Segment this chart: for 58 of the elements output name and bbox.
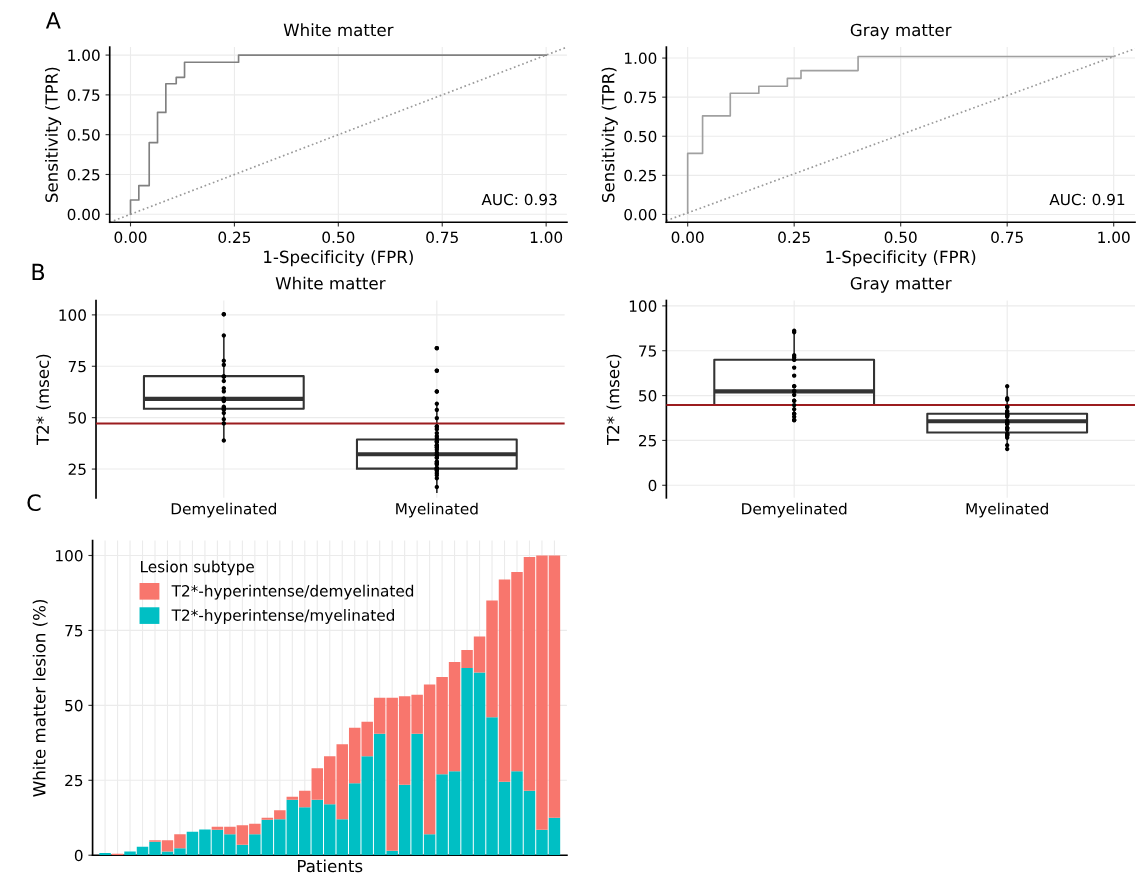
y-tick-label: 75 [68, 360, 86, 373]
y-axis-title: Sensitivity (TPR) [45, 67, 62, 203]
y-tick-label: 0.00 [67, 208, 100, 221]
y-tick-label: 0.75 [67, 89, 100, 101]
y-axis-title: Sensitivity (TPR) [601, 67, 618, 203]
y-tick-label: 0.25 [67, 168, 100, 181]
x-tick-label: 0.00 [671, 231, 704, 244]
annotation: AUC: 0.91 [1049, 193, 1125, 206]
chart-title: Gray matter [850, 23, 952, 40]
legend-title: Lesion subtype [141, 560, 254, 576]
x-tick-label: 0.25 [778, 231, 810, 244]
x-tick-label: 0.50 [884, 231, 917, 244]
x-tick-label: Myelinated [966, 502, 1048, 518]
chart-title: Gray matter [850, 277, 952, 293]
x-axis-title: 1-Specificity (FPR) [826, 250, 976, 267]
chart-title: White matter [275, 276, 386, 290]
x-axis-title: 1-Specificity (FPR) [264, 250, 413, 267]
x-tick-label: 0.50 [322, 231, 355, 244]
x-tick-label: 0.75 [991, 231, 1023, 244]
x-tick-label: 1.00 [530, 231, 563, 244]
x-tick-label: Demyelinated [742, 502, 847, 518]
y-tick-label: 1.00 [68, 49, 100, 62]
annotation: AUC: 0.93 [481, 193, 557, 206]
y-tick-label: 100 [629, 300, 657, 312]
y-tick-label: 1.00 [625, 52, 657, 65]
y-tick-label: 25 [68, 463, 86, 476]
y-tick-label: 25 [639, 434, 657, 447]
x-tick-label: 0.75 [426, 231, 458, 244]
y-tick-label: 25 [65, 774, 83, 787]
x-tick-label: 0.00 [114, 231, 147, 244]
chart-title: White matter [283, 23, 394, 37]
y-tick-label: 75 [65, 625, 83, 637]
x-tick-label: Myelinated [396, 502, 478, 518]
y-tick-label: 0 [648, 479, 657, 492]
y-tick-label: 0 [74, 849, 83, 862]
y-tick-label: 0.75 [624, 91, 657, 104]
y-tick-label: 0.50 [624, 130, 657, 143]
y-tick-label: 75 [639, 345, 657, 357]
legend-label: T2*-hyperintense/demyelinated [171, 584, 414, 600]
x-tick-label: 0.25 [218, 231, 251, 244]
y-axis-title: T2* (msec) [606, 354, 622, 446]
y-tick-label: 0.50 [67, 129, 100, 141]
y-axis-title: T2* (msec) [36, 354, 51, 446]
y-tick-label: 50 [639, 390, 657, 402]
y-tick-label: 0.00 [624, 208, 657, 221]
text: A [45, 12, 61, 29]
legend-label: T2*-hyperintense/myelinated [171, 609, 394, 624]
y-tick-label: 50 [65, 699, 83, 712]
x-axis-title: Patients [298, 859, 363, 873]
text: C [27, 494, 41, 512]
x-tick-label: 1.00 [1098, 231, 1130, 244]
x-tick-label: Demyelinated [171, 502, 276, 518]
y-tick-label: 100 [59, 309, 86, 321]
y-axis-title: White matter lesion (%) [32, 599, 48, 797]
y-tick-label: 0.25 [624, 169, 657, 182]
y-tick-label: 50 [68, 412, 86, 424]
text: B [32, 263, 45, 281]
y-tick-label: 100 [56, 549, 83, 562]
